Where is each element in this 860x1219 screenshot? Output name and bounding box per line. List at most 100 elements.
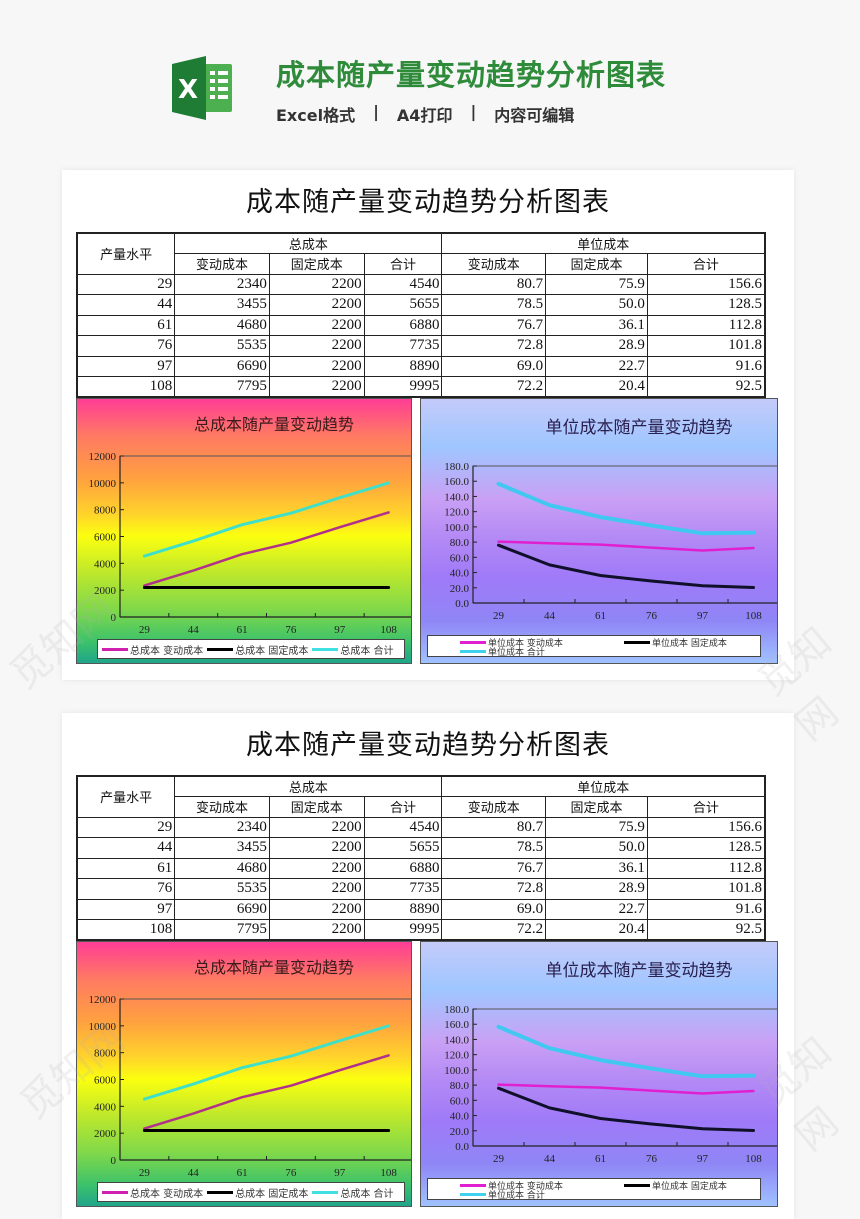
header-unit-variable: 变动成本 <box>441 253 547 275</box>
table-cell: 4540 <box>363 273 443 295</box>
header-unit-fixed: 固定成本 <box>545 796 648 818</box>
table-cell: 2200 <box>268 816 365 838</box>
y-tick-label: 20.0 <box>450 1126 470 1138</box>
legend-item: 单位成本 固定成本 <box>624 636 727 649</box>
x-tick-label: 44 <box>544 610 556 622</box>
x-tick-label: 61 <box>595 610 606 622</box>
unit-cost-plot: 0.0 20.0 40.0 60.0 80.0 100.0 120.0 140.0 160.0 1… <box>444 1004 777 1165</box>
header-unit-cost: 单位成本 <box>441 775 766 797</box>
table-cell: 2200 <box>268 294 365 316</box>
table-cell: 7795 <box>174 919 270 941</box>
legend-item: 单位成本 固定成本 <box>624 1179 727 1192</box>
tag-format: Excel格式 <box>276 106 356 125</box>
x-tick-label: 29 <box>139 624 151 636</box>
table-cell: 92.5 <box>646 376 766 398</box>
x-tick-label: 76 <box>285 624 297 636</box>
table-cell: 92.5 <box>646 919 766 941</box>
header-output-level: 产量水平 <box>76 232 176 275</box>
legend-item: 单位成本 合计 <box>460 1188 545 1201</box>
y-tick-label: 0.0 <box>455 598 469 610</box>
table-cell: 6880 <box>363 857 443 879</box>
y-tick-label: 60.0 <box>450 1095 470 1107</box>
table-cell: 101.8 <box>646 878 766 900</box>
unit-cost-plot: 0.0 20.0 40.0 60.0 80.0 100.0 120.0 140.0 160.0 1… <box>444 461 777 622</box>
table-cell: 9995 <box>363 919 443 941</box>
table-cell: 8890 <box>363 898 443 920</box>
header-unit-sum: 合计 <box>646 253 766 275</box>
y-tick-label: 4000 <box>94 1101 117 1113</box>
table-cell: 5535 <box>174 335 270 357</box>
total-cost-plot: 0 2000 4000 6000 8000 10000 12000 29 44 61 76 97 108 <box>89 451 411 636</box>
table-cell: 108 <box>76 919 176 941</box>
table-cell: 69.0 <box>441 898 547 920</box>
x-tick-label: 97 <box>697 610 709 622</box>
y-tick-label: 40.0 <box>450 568 470 580</box>
table-cell: 22.7 <box>545 355 648 377</box>
table-cell: 156.6 <box>646 273 766 295</box>
table-row: 76 5535 2200 7735 72.8 28.9 101.8 <box>76 878 766 900</box>
table-cell: 72.8 <box>441 878 547 900</box>
chart-legend: 单位成本 变动成本 单位成本 固定成本 单位成本 合计 <box>427 1178 761 1201</box>
table-cell: 3455 <box>174 837 270 859</box>
y-tick-label: 0 <box>111 612 117 624</box>
legend-swatch-icon <box>460 1193 486 1196</box>
x-tick-label: 61 <box>595 1153 606 1165</box>
table-cell: 9995 <box>363 376 443 398</box>
table-cell: 76.7 <box>441 314 547 336</box>
legend-swatch-icon <box>312 1190 339 1194</box>
table-cell: 44 <box>76 294 176 316</box>
table-cell: 156.6 <box>646 816 766 838</box>
sheet-title: 成本随产量变动趋势分析图表 <box>246 730 610 761</box>
table-cell: 22.7 <box>545 898 648 920</box>
table-row: 76 5535 2200 7735 72.8 28.9 101.8 <box>76 335 766 357</box>
table-cell: 2340 <box>174 816 270 838</box>
header-unit-sum: 合计 <box>646 796 766 818</box>
y-tick-label: 80.0 <box>450 537 470 549</box>
series-line <box>497 543 755 589</box>
x-tick-label: 44 <box>188 1167 200 1179</box>
table-cell: 75.9 <box>545 816 648 838</box>
series-line <box>496 481 756 536</box>
sheet-page-1: 成本随产量变动趋势分析图表 产量水平 总成本 单位成本 变动成本 固定成本 合计… <box>62 170 794 680</box>
table-cell: 80.7 <box>441 816 547 838</box>
table-cell: 108 <box>76 376 176 398</box>
table-cell: 4680 <box>174 857 270 879</box>
table-cell: 50.0 <box>545 294 648 316</box>
y-tick-label: 0.0 <box>455 1141 469 1153</box>
table-row: 61 4680 2200 6880 76.7 36.1 112.8 <box>76 314 766 336</box>
table-cell: 44 <box>76 837 176 859</box>
header-total-variable: 变动成本 <box>174 253 270 275</box>
chart-title: 单位成本随产量变动趋势 <box>545 418 733 438</box>
tag-print: A4打印 <box>396 106 453 125</box>
series-line <box>496 1024 756 1079</box>
y-tick-label: 100.0 <box>444 1065 469 1077</box>
cost-table: 产量水平 总成本 单位成本 变动成本 固定成本 合计 变动成本 固定成本 合计 … <box>76 232 766 398</box>
x-tick-label: 44 <box>188 624 200 636</box>
legend-item: 总成本 固定成本 <box>207 642 308 657</box>
legend-item: 总成本 合计 <box>312 1185 394 1200</box>
legend-swatch-icon <box>312 647 339 651</box>
sheet-page-2: 成本随产量变动趋势分析图表 产量水平 总成本 单位成本 变动成本 固定成本 合计… <box>62 713 794 1219</box>
table-cell: 6880 <box>363 314 443 336</box>
header-total-variable: 变动成本 <box>174 796 270 818</box>
table-row: 44 3455 2200 5655 78.5 50.0 128.5 <box>76 837 766 859</box>
table-cell: 50.0 <box>545 837 648 859</box>
series-line <box>143 1054 390 1130</box>
tag-separator: | <box>470 102 477 121</box>
table-cell: 29 <box>76 816 176 838</box>
legend-swatch-icon <box>624 1184 650 1187</box>
x-tick-label: 108 <box>745 1153 762 1165</box>
x-tick-label: 29 <box>493 610 505 622</box>
table-row: 61 4680 2200 6880 76.7 36.1 112.8 <box>76 857 766 879</box>
series-line <box>142 1024 391 1101</box>
table-cell: 2200 <box>268 355 365 377</box>
chart-title: 单位成本随产量变动趋势 <box>545 961 733 981</box>
table-cell: 4680 <box>174 314 270 336</box>
table-cell: 76.7 <box>441 857 547 879</box>
x-tick-label: 76 <box>646 610 658 622</box>
chart-legend: 总成本 变动成本 总成本 固定成本 总成本 合计 <box>97 639 405 659</box>
table-cell: 28.9 <box>545 878 648 900</box>
table-cell: 75.9 <box>545 273 648 295</box>
table-row: 108 7795 2200 9995 72.2 20.4 92.5 <box>76 376 766 398</box>
header-total-fixed: 固定成本 <box>268 796 365 818</box>
